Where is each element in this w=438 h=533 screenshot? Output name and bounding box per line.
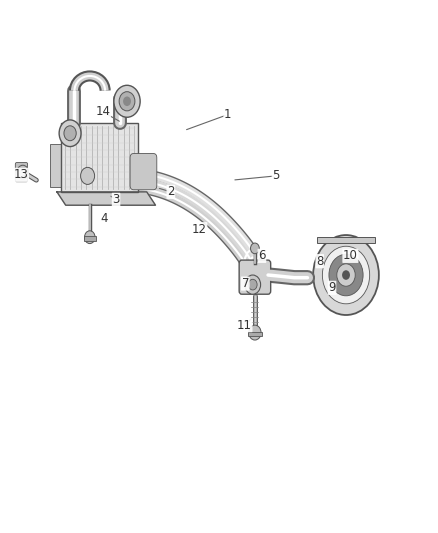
Circle shape [342, 270, 350, 280]
Text: 13: 13 [14, 168, 28, 181]
Text: 4: 4 [100, 212, 108, 225]
Text: 3: 3 [113, 193, 120, 206]
Circle shape [119, 92, 135, 111]
Text: 14: 14 [95, 106, 110, 118]
Text: 7: 7 [241, 277, 249, 290]
FancyBboxPatch shape [50, 144, 61, 187]
Circle shape [329, 254, 363, 296]
FancyBboxPatch shape [130, 154, 157, 190]
Circle shape [337, 264, 355, 286]
Circle shape [251, 243, 259, 254]
Bar [248, 332, 262, 336]
Circle shape [114, 85, 140, 117]
Text: 11: 11 [237, 319, 252, 332]
Circle shape [85, 231, 95, 244]
FancyBboxPatch shape [317, 237, 375, 243]
FancyBboxPatch shape [61, 123, 138, 192]
Text: 9: 9 [328, 281, 336, 294]
Bar [84, 236, 96, 241]
Text: 1: 1 [224, 108, 232, 121]
Circle shape [123, 96, 131, 106]
FancyBboxPatch shape [15, 163, 28, 182]
Text: 5: 5 [272, 169, 279, 182]
Text: 12: 12 [192, 223, 207, 236]
Circle shape [313, 235, 379, 315]
Circle shape [81, 167, 95, 184]
Circle shape [64, 126, 76, 141]
Circle shape [248, 279, 257, 290]
Circle shape [249, 325, 261, 340]
Polygon shape [57, 192, 155, 205]
Circle shape [59, 120, 81, 147]
Text: 2: 2 [167, 185, 175, 198]
Text: 8: 8 [316, 255, 323, 268]
Text: 6: 6 [258, 249, 266, 262]
FancyBboxPatch shape [239, 260, 271, 294]
Text: 10: 10 [343, 249, 358, 262]
Circle shape [322, 246, 370, 304]
Circle shape [245, 275, 261, 294]
